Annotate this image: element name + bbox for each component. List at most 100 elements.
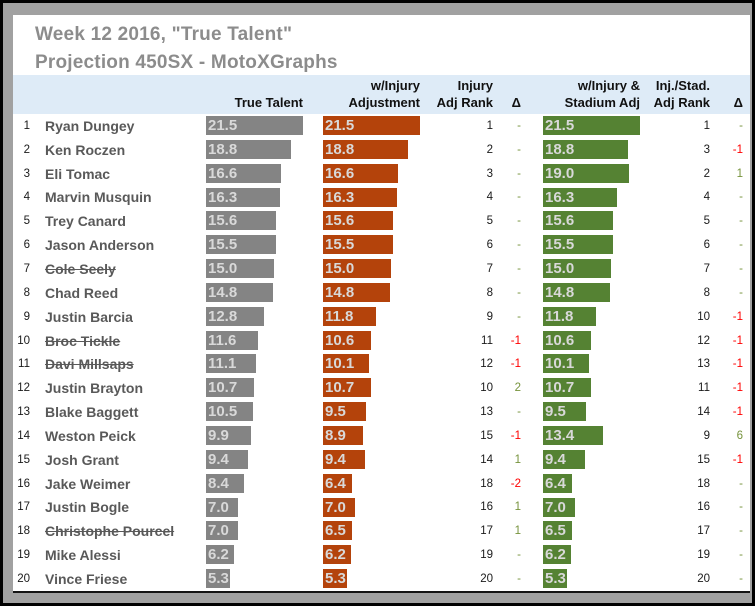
stadium-adj-rank: 1 — [703, 119, 710, 132]
stadium-adj-bar: 16.3 — [543, 187, 617, 207]
injury-adj-bar-track: 18.8 — [323, 139, 420, 159]
true-talent-value: 15.6 — [208, 212, 238, 230]
injury-adj-bar: 7.0 — [323, 497, 355, 517]
stadium-adj-value: 14.8 — [545, 283, 575, 301]
stadium-adj-bar-track: 9.5 — [543, 402, 640, 422]
injury-rank-delta: -1 — [510, 358, 521, 371]
stadium-adj-bar: 11.8 — [543, 306, 597, 326]
injury-adj-bar: 5.3 — [323, 569, 347, 589]
stadium-adj-bar: 21.5 — [543, 116, 640, 135]
true-talent-bar-track: 12.8 — [206, 306, 303, 326]
injury-adj-bar: 16.6 — [323, 163, 398, 183]
injury-adj-rank: 12 — [480, 358, 493, 371]
stadium-rank-delta: - — [739, 572, 743, 585]
injury-adj-bar: 9.4 — [323, 449, 366, 469]
stadium-adj-value: 9.4 — [545, 450, 566, 468]
injury-adj-bar: 10.6 — [323, 330, 371, 350]
injury-adj-bar-track: 10.7 — [323, 378, 420, 398]
rider-name: Justin Barcia — [45, 308, 133, 325]
rider-name: Cole Seely — [45, 260, 116, 277]
rider-name: Blake Baggett — [45, 404, 139, 421]
stadium-rank-delta: -1 — [732, 453, 743, 466]
injury-rank-delta: - — [517, 167, 521, 180]
table-row: 6 Jason Anderson 15.5 15.5 6 - 15.5 6 - — [13, 233, 750, 257]
page-title-line1: Week 12 2016, "True Talent" — [35, 24, 293, 45]
true-talent-bar-track: 5.3 — [206, 569, 303, 589]
injury-adj-value: 15.0 — [325, 260, 355, 278]
rider-name: Christophe Pourcel — [45, 523, 175, 540]
true-talent-bar: 15.0 — [206, 259, 274, 279]
injury-adj-value: 6.5 — [325, 522, 346, 540]
stadium-adj-rank: 9 — [703, 429, 710, 442]
true-talent-bar-track: 15.0 — [206, 259, 303, 279]
injury-adj-rank: 11 — [481, 334, 493, 347]
stadium-adj-bar: 6.2 — [543, 545, 571, 565]
injury-adj-bar: 14.8 — [323, 282, 390, 302]
rider-name: Jason Anderson — [45, 237, 155, 254]
injury-adj-value: 16.3 — [325, 188, 355, 206]
stadium-adj-value: 6.2 — [545, 546, 566, 564]
stadium-adj-value: 9.5 — [545, 403, 566, 421]
injury-adj-value: 11.8 — [325, 307, 354, 325]
projection-table: Week 12 2016, "True Talent" Projection 4… — [13, 15, 750, 593]
stadium-rank-delta: - — [739, 262, 743, 275]
injury-adj-bar-track: 15.6 — [323, 211, 420, 231]
rank-label: 13 — [17, 406, 30, 419]
stadium-adj-bar-track: 10.1 — [543, 354, 640, 374]
rank-label: 16 — [17, 477, 30, 490]
injury-rank-delta: - — [517, 310, 521, 323]
true-talent-value: 15.5 — [208, 236, 238, 254]
stadium-adj-rank: 4 — [703, 191, 710, 204]
stadium-adj-bar: 15.6 — [543, 211, 614, 231]
injury-adj-rank: 7 — [486, 262, 493, 275]
stadium-adj-rank: 8 — [703, 286, 710, 299]
injury-adj-bar: 15.0 — [323, 259, 391, 279]
table-row: 16 Jake Weimer 8.4 6.4 18 -2 6.4 18 - — [13, 472, 750, 496]
stadium-adj-value: 6.5 — [545, 522, 566, 540]
injury-rank-delta: - — [517, 215, 521, 228]
stadium-adj-bar-track: 18.8 — [543, 139, 640, 159]
injury-rank-delta: 1 — [514, 501, 521, 514]
stadium-adj-value: 10.7 — [545, 379, 575, 397]
rank-label: 5 — [23, 215, 30, 228]
injury-adj-bar-track: 5.3 — [323, 569, 420, 589]
true-talent-value: 8.4 — [208, 474, 229, 492]
stadium-adj-bar: 6.5 — [543, 521, 573, 541]
rank-label: 4 — [23, 191, 30, 204]
rank-label: 1 — [23, 119, 30, 132]
rank-label: 7 — [23, 262, 30, 275]
table-row: 19 Mike Alessi 6.2 6.2 19 - 6.2 19 - — [13, 543, 750, 567]
stadium-adj-rank: 13 — [697, 358, 710, 371]
true-talent-bar-track: 7.0 — [206, 521, 303, 541]
stadium-adj-value: 5.3 — [545, 570, 566, 588]
stadium-adj-bar: 15.0 — [543, 259, 611, 279]
rider-name: Broc Tickle — [45, 332, 121, 349]
true-talent-bar: 5.3 — [206, 569, 230, 589]
stadium-adj-value: 15.0 — [545, 260, 575, 278]
injury-adj-value: 10.1 — [325, 355, 355, 373]
stadium-rank-delta: - — [739, 549, 743, 562]
injury-adj-bar: 15.5 — [323, 235, 393, 255]
stadium-adj-bar-track: 15.6 — [543, 211, 640, 231]
stadium-adj-value: 18.8 — [545, 140, 575, 158]
header-injury-adj-rank: Injury Adj Rank — [436, 78, 493, 110]
true-talent-bar-track: 9.9 — [206, 425, 303, 445]
rank-label: 17 — [17, 501, 30, 514]
rider-name: Eli Tomac — [45, 165, 111, 182]
true-talent-bar-track: 14.8 — [206, 282, 303, 302]
true-talent-bar-track: 16.3 — [206, 187, 303, 207]
table-row: 11 Davi Millsaps 11.1 10.1 12 -1 10.1 13… — [13, 352, 750, 376]
stadium-adj-bar-track: 19.0 — [543, 163, 640, 183]
injury-rank-delta: 2 — [514, 382, 521, 395]
rider-name: Marvin Musquin — [45, 189, 152, 206]
true-talent-bar-track: 16.6 — [206, 163, 303, 183]
injury-adj-rank: 10 — [480, 382, 493, 395]
stadium-rank-delta: 6 — [736, 429, 743, 442]
injury-adj-bar-track: 9.4 — [323, 449, 420, 469]
stadium-adj-rank: 10 — [697, 310, 710, 323]
true-talent-value: 9.4 — [208, 450, 229, 468]
stadium-rank-delta: - — [739, 501, 743, 514]
true-talent-bar: 16.3 — [206, 187, 280, 207]
injury-adj-rank: 18 — [480, 477, 493, 490]
stadium-adj-value: 15.5 — [545, 236, 575, 254]
